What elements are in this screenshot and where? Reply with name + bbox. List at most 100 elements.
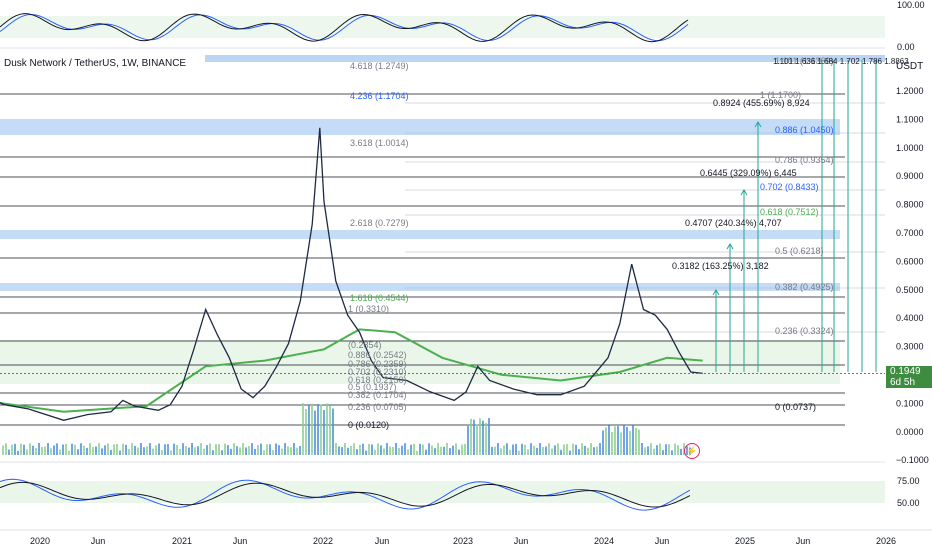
volume-bar (17, 450, 19, 455)
stacked-level-labels: 1.101 1.636 1.684 1.702 1.786 1.8863 (773, 57, 909, 66)
volume-bar (140, 443, 142, 455)
fib-right-label: 0.886 (1.0450) (775, 125, 834, 135)
rsi-line (0, 478, 691, 511)
volume-bar (176, 444, 178, 455)
volume-bar (509, 449, 511, 455)
time-axis-label: Jun (514, 536, 529, 546)
time-axis-label: 2021 (172, 536, 192, 546)
volume-bar (527, 449, 529, 455)
target-label: 0.4707 (240.34%) 4,707 (685, 218, 782, 228)
bar-countdown: 6d 5h (890, 377, 916, 388)
fib-inner-label: 0.5 (0.1937) (348, 382, 397, 392)
volume-bar (92, 447, 94, 455)
volume-bar (95, 446, 97, 455)
volume-bar (104, 445, 106, 455)
volume-bar (26, 449, 28, 455)
volume-bar (182, 443, 184, 455)
volume-bar (572, 443, 574, 455)
volume-bar (446, 443, 448, 455)
volume-bar (563, 444, 565, 455)
volume-bar (353, 443, 355, 455)
volume-bar (494, 446, 496, 455)
volume-bar (119, 450, 121, 455)
volume-bar (131, 443, 133, 455)
volume-bar (539, 443, 541, 455)
fib-ext-label: 3.618 (1.0014) (350, 138, 409, 148)
target-label: 0.3182 (163.25%) 3,182 (672, 261, 769, 271)
volume-bar (428, 443, 430, 455)
volume-bar (206, 445, 208, 455)
volume-bar (209, 443, 211, 455)
rsi-axis-tick: 50.00 (897, 498, 920, 508)
price-axis-tick: 0.1000 (896, 398, 924, 408)
last-price-tag: 0.1949 6d 5h (886, 366, 932, 388)
fib-inner-label: 1 (0.3310) (348, 304, 389, 314)
volume-bar (302, 403, 304, 455)
fib-ext-label: 4.236 (1.1704) (350, 91, 409, 101)
time-axis-label: Jun (91, 536, 106, 546)
time-axis-label: 2026 (876, 536, 896, 546)
lightning-icon[interactable]: ⚡ (684, 443, 700, 459)
volume-bar (110, 449, 112, 455)
volume-bar (506, 443, 508, 455)
volume-bar (593, 447, 595, 455)
volume-bar (530, 443, 532, 455)
volume-bar (497, 443, 499, 455)
volume-bar (533, 445, 535, 455)
fib-right-label: 0.786 (0.9354) (775, 155, 834, 165)
volume-bar (473, 419, 475, 455)
volume-bar (128, 449, 130, 455)
currency-label[interactable]: USDT (896, 61, 924, 72)
volume-bar (515, 443, 517, 455)
fib-ext-label: 4.618 (1.2749) (350, 61, 409, 71)
volume-bar (251, 443, 253, 455)
volume-bar (68, 450, 70, 455)
price-axis-tick: 0.3000 (896, 342, 924, 352)
volume-bar (23, 444, 25, 455)
target-label: 0.6445 (329.09%) 6,445 (700, 168, 797, 178)
volume-bar (314, 410, 316, 455)
volume-bar (569, 450, 571, 455)
volume-bar (566, 443, 568, 455)
volume-bar (278, 445, 280, 455)
time-axis-label: Jun (233, 536, 248, 546)
volume-bar (626, 426, 628, 455)
volume-bar (344, 443, 346, 455)
price-axis-tick: 0.9000 (896, 171, 924, 181)
volume-bar (332, 408, 334, 455)
volume-bar (224, 443, 226, 455)
fib-right-label: 1 (1.1700) (760, 90, 801, 100)
volume-bar (371, 444, 373, 455)
price-line (0, 127, 703, 421)
volume-bar (41, 446, 43, 455)
stoch-d-line (0, 13, 689, 42)
volume-bar (299, 446, 301, 455)
price-axis-tick: 0.5000 (896, 285, 924, 295)
volume-bar (398, 447, 400, 455)
volume-bar (242, 443, 244, 455)
fib-inner-label: 0.702 (0.2310) (348, 367, 407, 377)
volume-bar (293, 443, 295, 455)
target-arrowhead (726, 243, 734, 250)
volume-bar (503, 445, 505, 455)
volume-bar (461, 444, 463, 455)
volume-bar (542, 447, 544, 455)
price-axis-tick: 1.1000 (896, 114, 924, 124)
last-price: 0.1949 (890, 366, 921, 377)
volume-bar (179, 448, 181, 455)
volume-bar (44, 446, 46, 455)
volume-bar (482, 420, 484, 455)
volume-bar (479, 418, 481, 455)
symbol-title[interactable]: Dusk Network / TetherUS, 1W, BINANCE (4, 58, 187, 69)
volume-bar (440, 446, 442, 455)
volume-bar (674, 443, 676, 455)
volume-bar (554, 445, 556, 455)
volume-bar (323, 409, 325, 455)
volume-bar (464, 443, 466, 455)
volume-bar (326, 403, 328, 455)
volume-bar (134, 445, 136, 455)
volume-bar (32, 445, 34, 455)
